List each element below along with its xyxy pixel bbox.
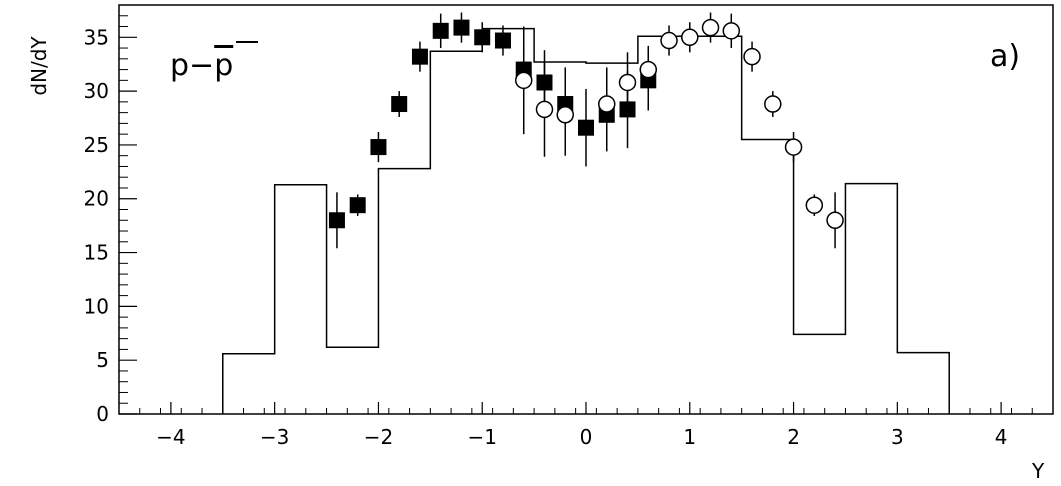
y-axis-label: dN/dY: [27, 36, 51, 96]
y-tick-label: 25: [84, 133, 109, 157]
x-tick-label: −3: [260, 425, 289, 449]
data-point-circle: [764, 95, 782, 113]
x-tick-label: 1: [683, 425, 696, 449]
data-point-circle: [598, 95, 616, 113]
data-point-circle: [556, 106, 574, 124]
y-tick-label: 15: [84, 241, 109, 265]
data-point-circle: [535, 100, 554, 119]
x-tick-label: 3: [891, 425, 904, 449]
x-axis-label: Y: [1031, 459, 1045, 483]
data-point-circle: [826, 211, 844, 230]
data-point-square: [328, 212, 345, 229]
y-tick-label: 5: [96, 348, 109, 372]
y-tick-label: 30: [84, 79, 109, 103]
x-tick-label: −4: [156, 425, 185, 449]
histogram-step-line: [222, 27, 950, 414]
data-point-square: [474, 29, 491, 46]
y-tick-label: 10: [84, 294, 109, 318]
data-point-circle: [784, 138, 803, 156]
x-tick-label: 2: [787, 425, 800, 449]
data-point-circle: [722, 22, 741, 40]
data-point-circle: [639, 60, 658, 79]
axis-tick-layer: −4 −3 −2 −1 0 1 2 3 4 0 5 10 15 20 25 30 35: [84, 4, 1054, 449]
data-point-circle: [660, 31, 678, 50]
data-point-circle: [681, 28, 699, 47]
data-point-circle: [805, 196, 824, 214]
data-point-square: [432, 22, 449, 39]
y-tick-label: 0: [96, 402, 109, 426]
x-tick-label: −2: [364, 425, 393, 449]
data-marker-layer: [328, 12, 844, 249]
data-point-square: [411, 48, 428, 65]
data-point-square: [494, 32, 511, 49]
data-point-square: [578, 119, 594, 136]
x-tick-label: 0: [580, 425, 593, 449]
histogram-layer: [222, 27, 950, 414]
data-point-square: [391, 96, 408, 113]
data-point-square: [370, 139, 387, 156]
data-point-circle: [701, 18, 720, 37]
y-tick-label: 35: [84, 25, 109, 49]
data-point-square: [453, 19, 470, 36]
panel-label: a): [990, 39, 1020, 74]
y-tick-label: 20: [84, 187, 109, 211]
data-point-circle: [514, 71, 533, 90]
x-tick-label: 4: [995, 425, 1008, 449]
data-point-circle: [618, 73, 637, 92]
reaction-label: p−p: [170, 48, 233, 83]
data-point-circle: [743, 47, 761, 66]
x-tick-label: −1: [467, 425, 496, 449]
data-point-square: [349, 197, 366, 214]
